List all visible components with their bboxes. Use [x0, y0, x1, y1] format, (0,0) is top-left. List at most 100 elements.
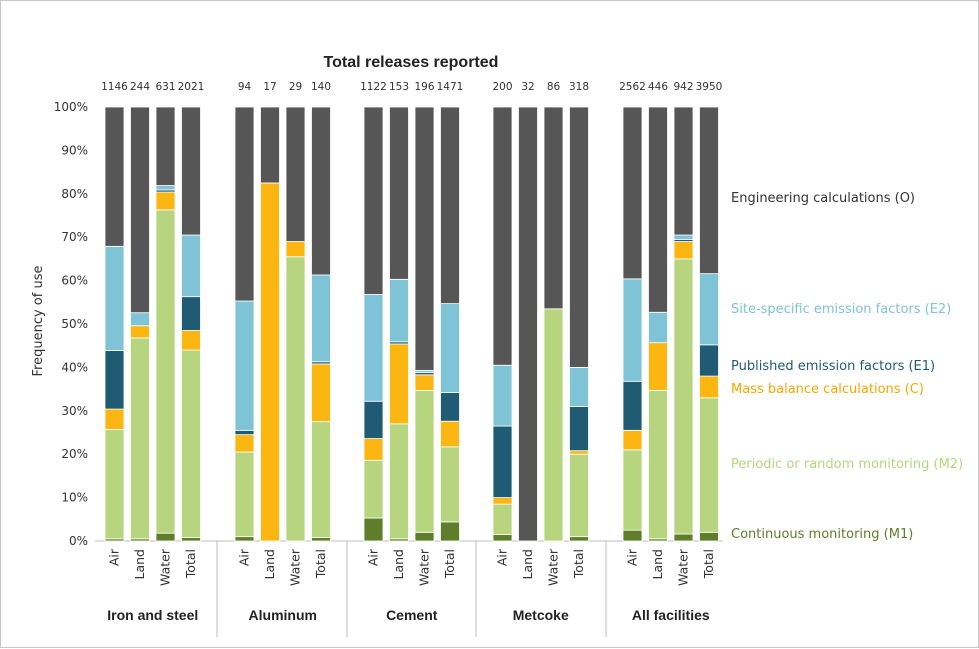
release-count-label: 196	[414, 81, 434, 93]
bar-segment-periodic-or-random-monitoring-m2	[104, 429, 125, 540]
bar-segment-mass-balance-calculations-c	[569, 450, 589, 455]
bar-segment-site-specific-emission-factors-e2	[104, 245, 125, 351]
x-tick-label: Air	[237, 548, 252, 566]
release-count-label: 244	[130, 81, 150, 93]
y-tick-label: 90%	[61, 143, 88, 157]
legend-entry-continuous-monitoring-m1: Continuous monitoring (M1)	[731, 527, 913, 542]
bar-segment-continuous-monitoring-m1	[699, 531, 719, 542]
x-tick-label: Total	[571, 549, 586, 579]
bar-segment-mass-balance-calculations-c	[311, 363, 331, 423]
bar-segment-site-specific-emission-factors-e2	[363, 294, 384, 402]
bar-segment-continuous-monitoring-m1	[363, 517, 384, 542]
bar-segment-published-emission-factors-e1	[622, 380, 643, 431]
x-tick-label: Air	[495, 548, 510, 566]
group-label: Metcoke	[513, 607, 569, 623]
bar-segment-published-emission-factors-e1	[492, 425, 513, 498]
x-tick-label: Water	[288, 548, 303, 586]
labels-layer: 1146 Air 244 Land 631 Water 2021 Total Iron and …	[101, 81, 722, 623]
bar-segment-continuous-monitoring-m1	[234, 536, 255, 542]
bar-segment-site-specific-emission-factors-e2	[648, 311, 668, 344]
bar-segment-engineering-calculations-o	[622, 106, 643, 280]
release-count-label: 1146	[101, 81, 128, 93]
bar-segment-engineering-calculations-o	[699, 106, 719, 275]
bar-segment-engineering-calculations-o	[285, 106, 306, 242]
bar-segment-mass-balance-calculations-c	[492, 497, 513, 505]
x-tick-label: Total	[183, 549, 198, 579]
bar-segment-periodic-or-random-monitoring-m2	[311, 421, 331, 538]
y-tick-label: 100%	[54, 100, 88, 114]
legend-entry-periodic-or-random-monitoring-m2: Periodic or random monitoring (M2)	[731, 457, 963, 472]
bar-segment-engineering-calculations-o	[311, 106, 331, 276]
y-tick-label: 70%	[61, 230, 88, 244]
x-tick-label: Total	[442, 549, 457, 579]
y-tick-label: 50%	[61, 317, 88, 331]
bar-segment-published-emission-factors-e1	[234, 429, 255, 436]
bar-segment-engineering-calculations-o	[414, 106, 435, 371]
bar-segment-continuous-monitoring-m1	[155, 532, 176, 542]
bar-segment-continuous-monitoring-m1	[181, 537, 201, 542]
legend-entry-mass-balance-calculations-c: Mass balance calculations (C)	[731, 382, 924, 397]
bar-segment-periodic-or-random-monitoring-m2	[699, 397, 719, 533]
release-count-label: 631	[155, 81, 175, 93]
bar-segment-published-emission-factors-e1	[569, 406, 589, 452]
bar-segment-site-specific-emission-factors-e2	[234, 300, 255, 431]
x-tick-label: Land	[391, 549, 406, 579]
bar-segment-engineering-calculations-o	[234, 106, 255, 302]
bar-segment-site-specific-emission-factors-e2	[389, 278, 409, 343]
bar-segment-mass-balance-calculations-c	[130, 325, 150, 339]
bar-segment-site-specific-emission-factors-e2	[622, 278, 643, 382]
release-count-label: 446	[648, 81, 668, 93]
release-count-label: 1471	[437, 81, 464, 93]
y-tick-label: 0%	[69, 534, 88, 548]
bar-segment-periodic-or-random-monitoring-m2	[543, 308, 564, 542]
bar-segment-site-specific-emission-factors-e2	[673, 234, 694, 240]
bar-segment-continuous-monitoring-m1	[622, 529, 643, 542]
bar-segment-engineering-calculations-o	[389, 106, 409, 280]
x-tick-label: Water	[676, 548, 691, 586]
bar-segment-engineering-calculations-o	[673, 106, 694, 236]
bar-segment-periodic-or-random-monitoring-m2	[569, 453, 589, 538]
bar-segment-periodic-or-random-monitoring-m2	[648, 390, 668, 540]
bar-segment-site-specific-emission-factors-e2	[699, 273, 719, 346]
bar-segment-site-specific-emission-factors-e2	[492, 364, 513, 427]
release-count-label: 1122	[360, 81, 387, 93]
bar-segment-mass-balance-calculations-c	[622, 429, 643, 451]
x-tick-label: Water	[417, 548, 432, 586]
bar-segment-periodic-or-random-monitoring-m2	[492, 503, 513, 535]
bar-segment-continuous-monitoring-m1	[569, 536, 589, 542]
bar-segment-engineering-calculations-o	[104, 106, 125, 247]
bar-segment-continuous-monitoring-m1	[414, 531, 435, 542]
bar-segment-published-emission-factors-e1	[699, 344, 719, 377]
y-tick-label: 10%	[61, 491, 88, 505]
bar-segment-site-specific-emission-factors-e2	[155, 185, 176, 191]
x-tick-label: Air	[625, 548, 640, 566]
release-count-label: 29	[289, 81, 302, 93]
release-count-label: 153	[389, 81, 409, 93]
bar-segment-periodic-or-random-monitoring-m2	[440, 446, 460, 523]
bar-segment-continuous-monitoring-m1	[311, 537, 331, 542]
bar-segment-mass-balance-calculations-c	[104, 408, 125, 430]
y-tick-label: 80%	[61, 187, 88, 201]
x-tick-label: Land	[520, 549, 535, 579]
bar-segment-periodic-or-random-monitoring-m2	[363, 459, 384, 519]
bar-segment-engineering-calculations-o	[648, 106, 668, 313]
bar-segment-mass-balance-calculations-c	[234, 434, 255, 453]
release-count-label: 140	[311, 81, 331, 93]
bar-segment-engineering-calculations-o	[569, 106, 589, 368]
x-tick-label: Land	[132, 549, 147, 579]
bar-segment-periodic-or-random-monitoring-m2	[234, 451, 255, 538]
group-label: Cement	[386, 607, 438, 623]
legend-entry-published-emission-factors-e1: Published emission factors (E1)	[731, 359, 935, 374]
bar-segment-engineering-calculations-o	[492, 106, 513, 366]
x-tick-label: Land	[650, 549, 665, 579]
bar-segment-site-specific-emission-factors-e2	[311, 274, 331, 363]
bar-segment-periodic-or-random-monitoring-m2	[285, 256, 306, 542]
y-tick-label: 20%	[61, 447, 88, 461]
release-count-label: 94	[238, 81, 252, 93]
bar-segment-periodic-or-random-monitoring-m2	[181, 349, 201, 538]
legend: Continuous monitoring (M1) Periodic or ra…	[731, 191, 963, 542]
bar-segment-site-specific-emission-factors-e2	[181, 234, 201, 298]
bar-segment-mass-balance-calculations-c	[414, 374, 435, 391]
bar-segment-engineering-calculations-o	[440, 106, 460, 305]
